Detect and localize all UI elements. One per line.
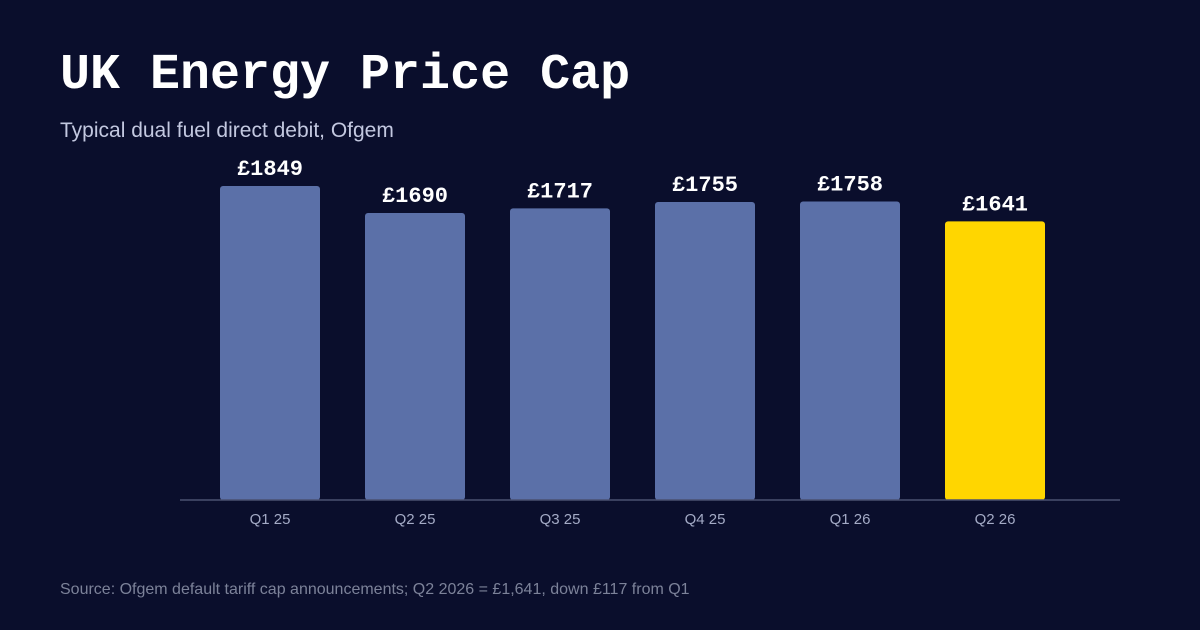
bar-value-label: £1758 [817, 172, 883, 197]
x-tick-label: Q3 25 [540, 511, 581, 528]
bar-value-label: £1641 [962, 192, 1028, 217]
bar-q2-26 [945, 221, 1045, 500]
bar-q4-25 [655, 201, 755, 500]
bar-value-label: £1717 [527, 179, 593, 204]
bar-value-label: £1755 [672, 173, 738, 198]
chart-title: UK Energy Price Cap [60, 47, 631, 104]
x-tick-label: Q2 26 [975, 511, 1016, 528]
bar-value-label: £1690 [382, 184, 448, 209]
bar-q1-25 [220, 186, 320, 500]
chart-subtitle: Typical dual fuel direct debit, Ofgem [60, 119, 394, 142]
x-tick-label: Q4 25 [685, 511, 726, 528]
bar-q3-25 [510, 208, 610, 500]
bars-layer [220, 186, 1045, 500]
x-tick-label: Q1 26 [830, 511, 871, 528]
bar-q2-25 [365, 213, 465, 500]
labels-layer: £1849 Q1 25 £1690 Q2 25 £1717 Q3 25 £1755 Q4 25… [237, 157, 1028, 528]
x-tick-label: Q1 25 [250, 511, 291, 528]
x-tick-label: Q2 25 [395, 511, 436, 528]
bar-q1-26 [800, 201, 900, 500]
source-note: Source: Ofgem default tariff cap announc… [60, 581, 690, 598]
bar-value-label: £1849 [237, 157, 303, 182]
